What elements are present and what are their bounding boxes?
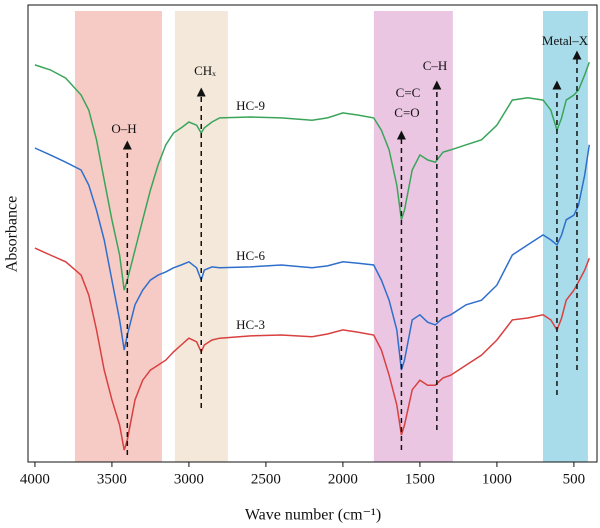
annotation: C–H: [423, 58, 448, 73]
annotation: O–H: [111, 121, 136, 136]
x-tick-label: 4000: [20, 471, 50, 487]
series-label: HC-9: [236, 98, 265, 113]
x-tick-label: 500: [563, 471, 586, 487]
x-tick-label: 2000: [328, 471, 358, 487]
x-tick-label: 1500: [405, 471, 435, 487]
band: [373, 11, 453, 462]
series-line: [34, 61, 591, 291]
band: [542, 11, 588, 462]
series-line: [34, 247, 590, 451]
annotation: C=O: [394, 105, 419, 120]
annotation: CHₓ: [194, 63, 216, 78]
annotation: C=C: [396, 85, 421, 100]
series-label: HC-3: [236, 317, 265, 332]
y-axis-label: Absorbance: [4, 196, 21, 272]
x-tick-label: 3500: [97, 471, 127, 487]
plot-frame: [27, 4, 598, 463]
x-tick-label: 1000: [482, 471, 512, 487]
band: [74, 11, 162, 462]
x-tick-label: 3000: [174, 471, 204, 487]
x-tick-label: 2500: [251, 471, 281, 487]
annotation: Metal–X: [542, 33, 589, 48]
series-line: [34, 144, 591, 371]
series-label: HC-6: [236, 248, 265, 263]
x-axis-label: Wave number (cm⁻¹): [245, 507, 381, 524]
